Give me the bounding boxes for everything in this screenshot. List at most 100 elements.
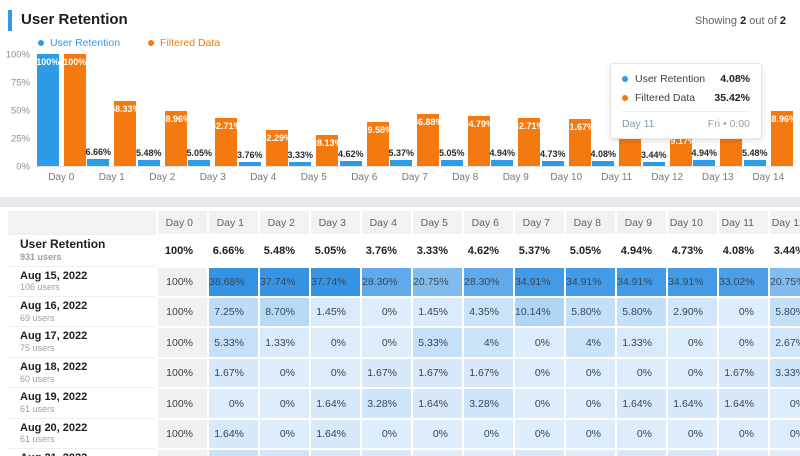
tooltip-series-value: 35.42% bbox=[714, 92, 750, 104]
column-header-day-3: Day 3 bbox=[309, 211, 360, 234]
chart-bar-filtered-data-day-5[interactable]: 28.13% bbox=[312, 134, 343, 166]
bar-value-label: 42.71% bbox=[210, 121, 242, 132]
table-cell: 1.61% bbox=[309, 448, 360, 456]
showing-current: 2 bbox=[740, 15, 747, 27]
table-cell: 38.68% bbox=[207, 265, 258, 297]
table-cell: 0% bbox=[564, 387, 615, 418]
chart-bar-user-retention-day-3[interactable]: 5.05% bbox=[186, 148, 212, 166]
table-cell: 1.61% bbox=[360, 448, 411, 456]
chart-bar-user-retention-day-13[interactable]: 4.94% bbox=[691, 148, 717, 166]
chart-bar-filtered-data-day-0[interactable]: 100% bbox=[63, 54, 87, 166]
table-cell: 5.80% bbox=[768, 296, 800, 327]
column-header-day-0: Day 0 bbox=[156, 211, 207, 234]
row-user-count: 75 users bbox=[20, 343, 55, 354]
table-cell: 3.28% bbox=[462, 387, 513, 418]
chart-bar-user-retention-day-6[interactable]: 4.62% bbox=[338, 149, 364, 166]
legend-item-filtered-data[interactable]: Filtered Data bbox=[148, 37, 220, 49]
showing-prefix: Showing bbox=[694, 15, 738, 27]
table-row[interactable]: Aug 15, 2022 106 users 100% 38.68% 37.74% 37… bbox=[8, 265, 800, 297]
column-header-day-5: Day 5 bbox=[411, 211, 462, 234]
chart-bar-filtered-data-day-12[interactable]: 29.17% bbox=[665, 133, 696, 166]
chart-bar-user-retention-day-4[interactable]: 3.76% bbox=[237, 150, 263, 166]
bar-value-label: 46.88% bbox=[412, 116, 444, 127]
table-cell: 1.64% bbox=[717, 387, 768, 418]
table-cell: 5.33% bbox=[411, 326, 462, 357]
chart-bar-user-retention-day-11[interactable]: 4.08% bbox=[590, 149, 616, 166]
chart-bar-user-retention-day-1[interactable]: 6.66% bbox=[85, 147, 111, 166]
legend-item-user-retention[interactable]: User Retention bbox=[38, 37, 120, 49]
legend-dot-icon bbox=[38, 40, 44, 46]
table-cell: 1.64% bbox=[309, 387, 360, 418]
table-row[interactable]: Aug 20, 2022 61 users 100% 1.64% 0% 1.64% 0% 0… bbox=[8, 417, 800, 449]
table-cell: 0% bbox=[615, 417, 666, 449]
chart-bar-filtered-data-day-2[interactable]: 48.96% bbox=[160, 111, 191, 166]
legend-dot-icon bbox=[148, 40, 155, 46]
chart-bar-user-retention-day-2[interactable]: 5.48% bbox=[136, 148, 162, 166]
chart-bar-filtered-data-day-9[interactable]: 42.71% bbox=[514, 118, 545, 166]
chart-bar-filtered-data-day-6[interactable]: 39.58% bbox=[362, 121, 393, 166]
chart-bar-user-retention-day-8[interactable]: 5.05% bbox=[439, 148, 465, 166]
x-tick-label: Day 6 bbox=[351, 172, 378, 183]
bar-value-label: 100% bbox=[63, 57, 87, 67]
table-cell: 0% bbox=[462, 417, 513, 449]
chart-bar-filtered-data-day-14[interactable]: 48.96% bbox=[766, 111, 797, 166]
retention-table-panel: Day 0 Day 1 Day 2 Day 3 Day 4 Day 5 Day 6 Day 7… bbox=[0, 207, 800, 456]
showing-total: 2 bbox=[779, 15, 786, 27]
table-cell: 0% bbox=[411, 417, 462, 449]
chart-bar-user-retention-day-0[interactable]: 100% bbox=[36, 54, 60, 166]
bar-value-label: 100% bbox=[36, 57, 60, 67]
y-axis: 100% 75% 50% 25% 0% bbox=[0, 50, 32, 173]
table-cell: 0% bbox=[360, 296, 411, 327]
showing-middle: out of bbox=[749, 15, 777, 27]
column-header-day-4: Day 4 bbox=[360, 211, 411, 234]
row-user-count: 69 users bbox=[20, 312, 55, 323]
x-tick-label: Day 11 bbox=[601, 172, 633, 183]
table-cell: 0% bbox=[513, 326, 564, 357]
table-row[interactable]: Aug 16, 2022 69 users 100% 7.25% 8.70% 1.45%… bbox=[8, 296, 800, 327]
row-label-cell: Aug 19, 2022 61 users bbox=[8, 387, 156, 418]
day-group: 100% 100% bbox=[36, 54, 87, 166]
chart-bar-user-retention-day-5[interactable]: 3.33% bbox=[287, 150, 313, 166]
table-row[interactable]: Aug 18, 2022 60 users 100% 1.67% 0% 0% 1.67% 1… bbox=[8, 356, 800, 388]
chart-bar-user-retention-day-14[interactable]: 5.48% bbox=[742, 148, 768, 166]
chart-bar-user-retention-day-7[interactable]: 5.37% bbox=[388, 148, 414, 166]
table-cell: 0% bbox=[513, 387, 564, 418]
chart-bar-user-retention-day-9[interactable]: 4.94% bbox=[489, 148, 515, 166]
table-cell: 34.91% bbox=[564, 265, 615, 297]
row-user-count: 60 users bbox=[20, 373, 55, 384]
table-cell: 4.35% bbox=[462, 296, 513, 327]
column-header-day-8: Day 8 bbox=[564, 211, 615, 234]
chart-bar-filtered-data-day-4[interactable]: 32.29% bbox=[261, 129, 292, 166]
table-cell: 8.70% bbox=[258, 296, 309, 327]
chart-bar-filtered-data-day-10[interactable]: 41.67% bbox=[564, 119, 595, 166]
table-row[interactable]: Aug 17, 2022 75 users 100% 5.33% 1.33% 0% 0% 5… bbox=[8, 326, 800, 357]
table-cell: 0% bbox=[666, 417, 717, 449]
table-cell: 0% bbox=[462, 448, 513, 456]
legend-label: Filtered Data bbox=[160, 37, 221, 49]
retention-table: Day 0 Day 1 Day 2 Day 3 Day 4 Day 5 Day 6 Day 7… bbox=[8, 211, 800, 456]
table-cell: 3.23% bbox=[258, 448, 309, 456]
column-header-day-9: Day 9 bbox=[615, 211, 666, 234]
chart-bar-user-retention-day-10[interactable]: 4.73% bbox=[540, 149, 566, 166]
table-cell: 3.44% bbox=[768, 234, 800, 266]
bar-value-label: 6.66% bbox=[85, 146, 112, 157]
chart-bar-filtered-data-day-1[interactable]: 58.33% bbox=[110, 100, 141, 166]
bar-value-label: 3.76% bbox=[236, 149, 263, 160]
table-cell: 34.91% bbox=[615, 265, 666, 297]
chart-bar-filtered-data-day-3[interactable]: 42.71% bbox=[211, 118, 242, 166]
table-cell: 0% bbox=[258, 356, 309, 388]
row-label-cell: Aug 15, 2022 106 users bbox=[8, 265, 156, 297]
table-cell: 4% bbox=[462, 326, 513, 357]
table-cell: 7.25% bbox=[207, 296, 258, 327]
table-row[interactable]: Aug 19, 2022 61 users 100% 0% 0% 1.64% 3.28% 1… bbox=[8, 387, 800, 418]
table-cell: 37.74% bbox=[309, 265, 360, 297]
table-row[interactable]: User Retention 931 users 100% 6.66% 5.48% 5.… bbox=[8, 234, 800, 266]
day-group: 5.48% 48.96% bbox=[136, 54, 191, 166]
chart-bar-filtered-data-day-8[interactable]: 44.79% bbox=[463, 115, 494, 166]
table-row[interactable]: Aug 21, 2022 62 users100%4.84%3.23%1.61%… bbox=[8, 448, 800, 456]
chart-bar-user-retention-day-12[interactable]: 3.44% bbox=[641, 150, 667, 166]
table-cell: 5.33% bbox=[207, 326, 258, 357]
bar-value-label: 3.44% bbox=[640, 150, 667, 161]
table-cell: 1.61% bbox=[666, 448, 717, 456]
chart-bar-filtered-data-day-7[interactable]: 46.88% bbox=[413, 113, 444, 166]
